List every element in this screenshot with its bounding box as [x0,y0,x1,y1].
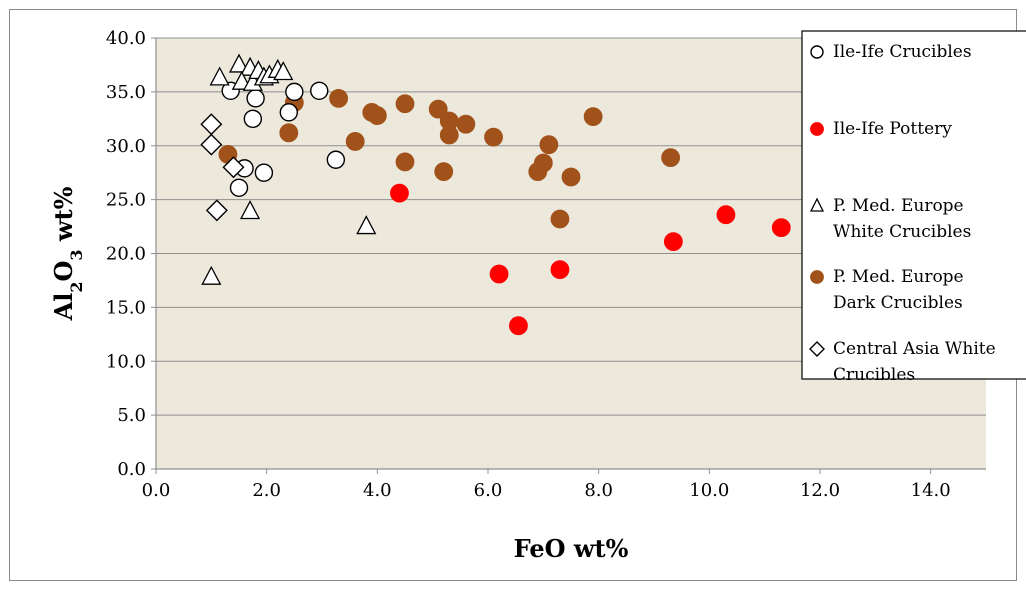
data-point-p-med-europe-white-crucibles [273,61,294,81]
legend-label-ile-ife-pottery: Ile-Ife Pottery [833,119,952,139]
data-point-p-med-europe-white-crucibles [228,53,250,73]
legend-label-p-med-europe-white-crucibles: P. Med. Europe [833,196,964,216]
data-point-p-med-europe-dark-crucibles [428,99,448,119]
data-point-p-med-europe-white-crucibles [239,200,261,220]
data-point-ile-ife-crucibles [326,150,346,169]
y-axis-title: Al2O3 wt% [49,186,86,321]
legend-marker-central-asia-white-crucibles [809,341,825,357]
data-point-p-med-europe-white-crucibles [209,66,230,86]
legend-label-p-med-europe-white-crucibles: White Crucibles [833,222,971,242]
legend-label-central-asia-white-crucibles: Central Asia White [833,339,996,359]
y-axis-title-part: 2 [67,282,86,293]
data-points [200,53,791,336]
data-point-ile-ife-crucibles [279,103,298,122]
data-point-ile-ife-pottery [550,260,570,280]
data-point-p-med-europe-dark-crucibles [661,148,680,168]
data-point-ile-ife-crucibles [285,82,304,102]
data-point-p-med-europe-dark-crucibles [395,152,415,172]
data-point-p-med-europe-dark-crucibles [583,107,603,127]
y-tick-label: 15.0 [106,297,146,318]
legend-label-central-asia-white-crucibles: Crucibles [833,365,915,385]
data-point-central-asia-white-crucibles [205,199,228,222]
x-tick-label: 2.0 [252,480,281,501]
data-point-p-med-europe-dark-crucibles [345,132,365,151]
y-tick-label: 10.0 [106,351,146,372]
legend-label-p-med-europe-dark-crucibles: Dark Crucibles [833,293,963,313]
data-point-p-med-europe-dark-crucibles [439,125,459,145]
y-axis-title-part: O [49,261,78,282]
x-tick-label: 8.0 [584,480,613,501]
data-point-ile-ife-pottery [390,183,409,203]
y-tick-label: 5.0 [117,405,146,426]
y-tick-label: 25.0 [106,190,146,211]
x-axis-title: FeO wt% [514,534,629,563]
data-point-ile-ife-pottery [771,218,791,238]
y-tick-label: 0.0 [117,459,146,480]
y-tick-label: 35.0 [106,82,146,103]
data-point-p-med-europe-dark-crucibles [561,167,581,187]
data-point-p-med-europe-dark-crucibles [484,127,503,147]
y-tick-label: 30.0 [106,136,146,157]
data-point-p-med-europe-white-crucibles [201,265,222,285]
y-tick-label: 40.0 [106,28,146,49]
legend: Ile-Ife Crucibles Ile-Ife Pottery P. Med. … [801,30,1026,385]
data-point-p-med-europe-dark-crucibles [456,114,476,134]
axes [151,37,986,474]
data-point-p-med-europe-dark-crucibles [533,153,553,173]
x-tick-label: 0.0 [142,480,171,501]
data-point-ile-ife-crucibles [243,109,263,129]
x-tick-label: 14.0 [911,480,951,501]
data-point-ile-ife-pottery [716,205,736,225]
x-tick-label: 6.0 [474,480,503,501]
legend-marker-ile-ife-pottery [810,122,824,136]
legend-label-ile-ife-crucibles: Ile-Ife Crucibles [833,42,972,62]
legend-marker-p-med-europe-dark-crucibles [810,270,824,284]
data-point-central-asia-white-crucibles [200,133,223,156]
data-point-ile-ife-crucibles [229,178,249,197]
y-tick-label: 20.0 [106,244,146,265]
y-axis-title-part: Al [49,293,78,322]
y-axis-title-part: wt% [49,186,78,249]
y-tick-labels: 0.0 5.0 10.0 15.0 20.0 25.0 30.0 35.0 40.0 [106,28,146,480]
data-point-p-med-europe-dark-crucibles [434,162,454,182]
x-tick-label: 10.0 [689,480,729,501]
x-tick-labels: 0.0 2.0 4.0 6.0 8.0 10.0 12.0 14.0 [142,480,951,501]
data-point-ile-ife-crucibles [254,163,274,182]
legend-marker-p-med-europe-white-crucibles [809,197,825,212]
data-point-p-med-europe-dark-crucibles [329,88,349,108]
legend-label-p-med-europe-dark-crucibles: P. Med. Europe [833,267,964,287]
data-point-ile-ife-pottery [509,316,528,336]
x-tick-label: 4.0 [363,480,392,501]
legend-box [801,30,1026,380]
legend-marker-ile-ife-crucibles [810,45,824,59]
data-point-ile-ife-pottery [489,264,509,284]
data-point-ile-ife-pottery [663,232,683,252]
data-point-ile-ife-crucibles [246,89,265,108]
data-point-p-med-europe-dark-crucibles [539,135,559,155]
data-point-p-med-europe-dark-crucibles [279,123,299,143]
data-point-p-med-europe-white-crucibles [356,215,377,235]
x-tick-label: 12.0 [800,480,840,501]
data-point-p-med-europe-dark-crucibles [395,94,415,114]
y-axis-title-part: 3 [67,249,86,260]
data-point-central-asia-white-crucibles [222,156,245,179]
data-point-p-med-europe-dark-crucibles [550,209,570,229]
data-point-p-med-europe-dark-crucibles [367,106,387,125]
data-point-ile-ife-crucibles [310,81,329,100]
